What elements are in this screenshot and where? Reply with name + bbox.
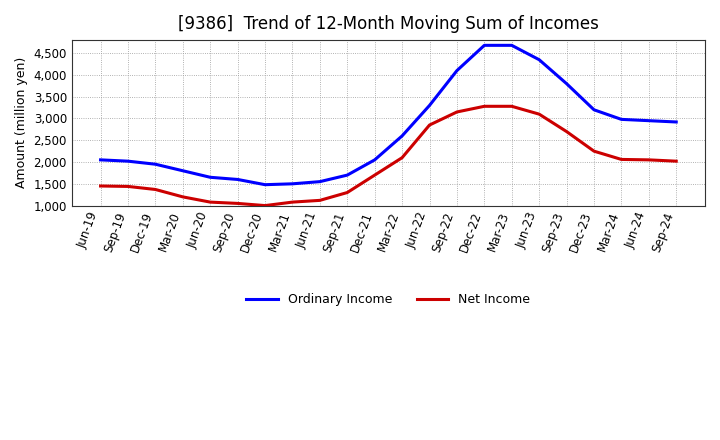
Line: Ordinary Income: Ordinary Income [101,45,676,185]
Ordinary Income [535,57,544,62]
Ordinary Income [480,43,489,48]
Ordinary Income [508,43,516,48]
Net Income [261,203,269,208]
Net Income [151,187,160,192]
Ordinary Income [562,81,571,86]
Ordinary Income [343,172,351,178]
Ordinary Income [672,119,680,125]
Y-axis label: Amount (million yen): Amount (million yen) [15,57,28,188]
Net Income [617,157,626,162]
Ordinary Income [233,177,242,182]
Net Income [590,149,598,154]
Net Income [508,104,516,109]
Net Income [96,183,105,189]
Ordinary Income [124,158,132,164]
Net Income [426,122,434,128]
Net Income [315,198,324,203]
Ordinary Income [453,68,462,73]
Net Income [343,190,351,195]
Net Income [480,104,489,109]
Legend: Ordinary Income, Net Income: Ordinary Income, Net Income [240,286,536,312]
Net Income [453,109,462,114]
Ordinary Income [151,161,160,167]
Net Income [535,111,544,117]
Net Income [644,157,653,162]
Ordinary Income [397,133,406,139]
Net Income [124,184,132,189]
Ordinary Income [206,175,215,180]
Net Income [179,194,187,199]
Net Income [288,199,297,205]
Net Income [370,172,379,178]
Ordinary Income [179,168,187,173]
Net Income [672,158,680,164]
Ordinary Income [590,107,598,113]
Ordinary Income [315,179,324,184]
Ordinary Income [96,157,105,162]
Ordinary Income [426,103,434,108]
Ordinary Income [288,181,297,187]
Title: [9386]  Trend of 12-Month Moving Sum of Incomes: [9386] Trend of 12-Month Moving Sum of I… [178,15,599,33]
Line: Net Income: Net Income [101,106,676,205]
Net Income [562,129,571,134]
Ordinary Income [644,118,653,123]
Ordinary Income [370,157,379,162]
Ordinary Income [261,182,269,187]
Net Income [397,155,406,160]
Net Income [233,201,242,206]
Net Income [206,199,215,205]
Ordinary Income [617,117,626,122]
